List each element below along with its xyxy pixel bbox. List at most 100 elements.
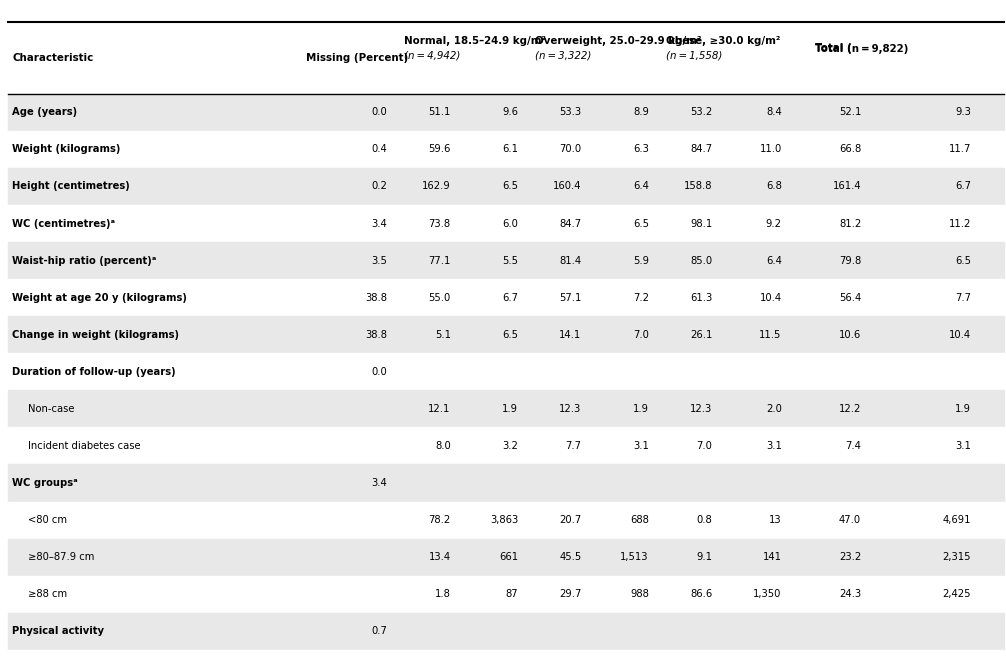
Text: 51.1: 51.1 [429, 108, 451, 117]
Text: 1,350: 1,350 [753, 589, 782, 599]
Bar [8, 353, 1004, 390]
Text: 141: 141 [763, 552, 782, 562]
Text: 1,513: 1,513 [621, 552, 649, 562]
Text: 158.8: 158.8 [684, 182, 712, 192]
Text: 661: 661 [499, 552, 518, 562]
Text: 12.2: 12.2 [839, 404, 861, 414]
Text: 11.2: 11.2 [949, 218, 971, 228]
Text: 79.8: 79.8 [839, 256, 861, 266]
Text: 6.4: 6.4 [633, 182, 649, 192]
Text: <80 cm: <80 cm [28, 515, 67, 525]
Text: 3.2: 3.2 [502, 441, 518, 451]
Text: 77.1: 77.1 [429, 256, 451, 266]
Text: 0.0: 0.0 [371, 108, 387, 117]
Bar [8, 390, 1004, 428]
Text: 5.9: 5.9 [633, 256, 649, 266]
Text: Waist-hip ratio (percent)ᵃ: Waist-hip ratio (percent)ᵃ [12, 256, 156, 266]
Text: Incident diabetes case: Incident diabetes case [28, 441, 141, 451]
Text: 6.8: 6.8 [766, 182, 782, 192]
Text: 11.7: 11.7 [949, 144, 971, 154]
Text: 61.3: 61.3 [690, 293, 712, 302]
Bar [8, 168, 1004, 205]
Text: 160.4: 160.4 [553, 182, 581, 192]
Text: 6.3: 6.3 [633, 144, 649, 154]
Text: 3.1: 3.1 [955, 441, 971, 451]
Text: Weight at age 20 y (kilograms): Weight at age 20 y (kilograms) [12, 293, 187, 302]
Text: 10.4: 10.4 [760, 293, 782, 302]
Bar [8, 242, 1004, 279]
Bar [8, 16, 1004, 94]
Text: 84.7: 84.7 [559, 218, 581, 228]
Text: 6.5: 6.5 [633, 218, 649, 228]
Text: 12.3: 12.3 [690, 404, 712, 414]
Bar [8, 649, 1004, 656]
Text: WC groupsᵃ: WC groupsᵃ [12, 478, 77, 488]
Text: Overweight, 25.0–29.9 kg/m²: Overweight, 25.0–29.9 kg/m² [535, 35, 702, 46]
Text: 6.4: 6.4 [766, 256, 782, 266]
Text: 8.4: 8.4 [766, 108, 782, 117]
Text: 24.3: 24.3 [839, 589, 861, 599]
Bar [8, 613, 1004, 649]
Text: 14.1: 14.1 [559, 330, 581, 340]
Text: Weight (kilograms): Weight (kilograms) [12, 144, 121, 154]
Text: 20.7: 20.7 [559, 515, 581, 525]
Text: 3.5: 3.5 [371, 256, 387, 266]
Text: 2.0: 2.0 [766, 404, 782, 414]
Text: 56.4: 56.4 [839, 293, 861, 302]
Text: 7.2: 7.2 [633, 293, 649, 302]
Text: 11.0: 11.0 [760, 144, 782, 154]
Text: 9.6: 9.6 [502, 108, 518, 117]
Text: Change in weight (kilograms): Change in weight (kilograms) [12, 330, 179, 340]
Text: 8.9: 8.9 [633, 108, 649, 117]
Text: 7.0: 7.0 [696, 441, 712, 451]
Text: 0.8: 0.8 [696, 515, 712, 525]
Text: 6.5: 6.5 [955, 256, 971, 266]
Text: 2,425: 2,425 [943, 589, 971, 599]
Text: 162.9: 162.9 [422, 182, 451, 192]
Text: 0.7: 0.7 [371, 626, 387, 636]
Text: Non-case: Non-case [28, 404, 74, 414]
Text: 4,691: 4,691 [943, 515, 971, 525]
Text: 87: 87 [505, 589, 518, 599]
Text: 6.7: 6.7 [955, 182, 971, 192]
Text: 13: 13 [769, 515, 782, 525]
Text: Characteristic: Characteristic [12, 52, 94, 63]
Text: Duration of follow-up (years): Duration of follow-up (years) [12, 367, 176, 377]
Bar [8, 428, 1004, 464]
Text: 3.1: 3.1 [633, 441, 649, 451]
Text: 52.1: 52.1 [839, 108, 861, 117]
Text: 81.2: 81.2 [839, 218, 861, 228]
Text: 47.0: 47.0 [839, 515, 861, 525]
Text: 9.1: 9.1 [696, 552, 712, 562]
Text: Missing (Percent): Missing (Percent) [306, 52, 408, 63]
Text: 26.1: 26.1 [690, 330, 712, 340]
Text: 9.3: 9.3 [955, 108, 971, 117]
Text: 38.8: 38.8 [365, 330, 387, 340]
Text: 98.1: 98.1 [690, 218, 712, 228]
Bar [8, 316, 1004, 353]
Text: 0.2: 0.2 [371, 182, 387, 192]
Text: 8.0: 8.0 [435, 441, 451, 451]
Text: 1.9: 1.9 [633, 404, 649, 414]
Text: 10.4: 10.4 [949, 330, 971, 340]
Text: 688: 688 [630, 515, 649, 525]
Bar [8, 205, 1004, 242]
Text: 12.3: 12.3 [559, 404, 581, 414]
Text: 85.0: 85.0 [690, 256, 712, 266]
Text: 7.7: 7.7 [565, 441, 581, 451]
Text: 161.4: 161.4 [833, 182, 861, 192]
Text: Physical activity: Physical activity [12, 626, 104, 636]
Text: Normal, 18.5–24.9 kg/m²: Normal, 18.5–24.9 kg/m² [404, 35, 546, 46]
Text: 5.1: 5.1 [435, 330, 451, 340]
Text: 53.2: 53.2 [690, 108, 712, 117]
Text: 6.5: 6.5 [502, 182, 518, 192]
Text: 55.0: 55.0 [429, 293, 451, 302]
Text: WC (centimetres)ᵃ: WC (centimetres)ᵃ [12, 218, 115, 228]
Text: 3.4: 3.4 [371, 218, 387, 228]
Text: 1.9: 1.9 [502, 404, 518, 414]
Text: 81.4: 81.4 [559, 256, 581, 266]
Bar [8, 94, 1004, 131]
Text: 13.4: 13.4 [429, 552, 451, 562]
Bar [8, 539, 1004, 576]
Text: 11.5: 11.5 [760, 330, 782, 340]
